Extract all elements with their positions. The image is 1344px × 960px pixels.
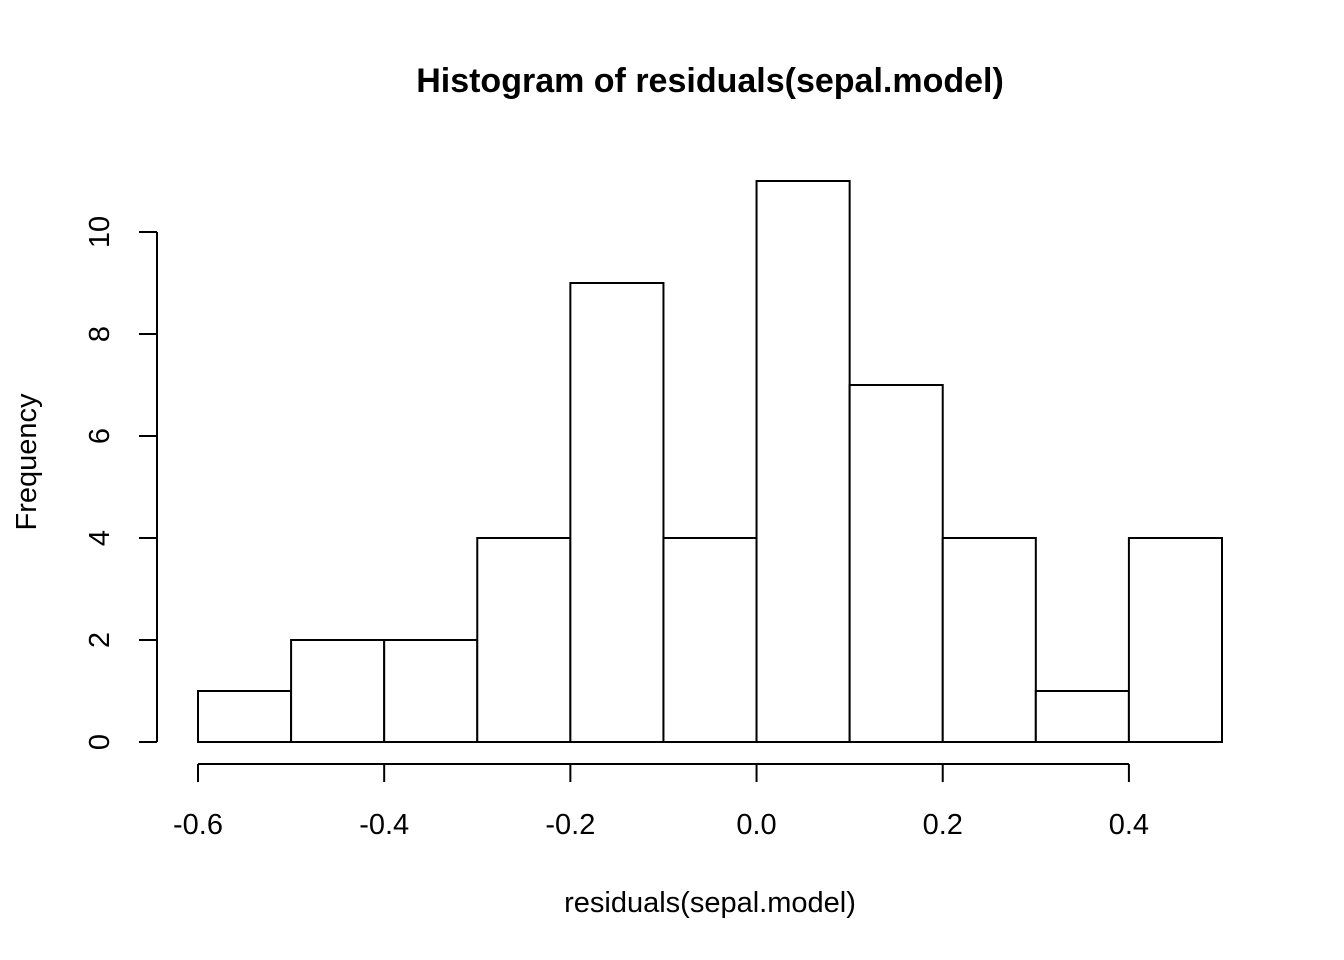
histogram-bar-1 [290,639,386,743]
y-tick-label-2: 4 [84,530,116,546]
y-tick-label-3: 6 [84,428,116,444]
histogram-bar-4 [569,282,665,743]
x-tick-label-0: -0.6 [173,809,223,841]
y-tick-label-4: 8 [84,326,116,342]
y-tick-label-1: 2 [84,632,116,648]
y-tick-label-0: 0 [84,734,116,750]
histogram-bar-0 [197,690,293,743]
histogram-bar-10 [1127,537,1223,743]
bars-group [197,180,1223,743]
histogram-bar-6 [755,180,851,743]
x-tick-label-1: -0.4 [359,809,409,841]
chart-title: Histogram of residuals(sepal.model) [416,62,1004,100]
histogram-bar-5 [662,537,758,743]
x-tick-label-3: 0.0 [736,809,776,841]
x-tick-label-5: 0.4 [1109,809,1149,841]
x-axis: -0.6 -0.4 -0.2 0.0 0.2 0.4 [173,763,1149,841]
y-tick-label-5: 10 [84,216,116,248]
histogram-bar-2 [383,639,479,743]
y-axis: 0 2 4 6 8 10 [84,216,158,750]
histogram-bar-7 [848,384,944,743]
x-tick-label-2: -0.2 [545,809,595,841]
histogram-bar-8 [941,537,1037,743]
histogram-bar-9 [1034,690,1130,743]
histogram-bar-3 [476,537,572,743]
x-tick-label-4: 0.2 [923,809,963,841]
y-axis-label: Frequency [11,393,43,531]
x-axis-label: residuals(sepal.model) [564,887,856,919]
